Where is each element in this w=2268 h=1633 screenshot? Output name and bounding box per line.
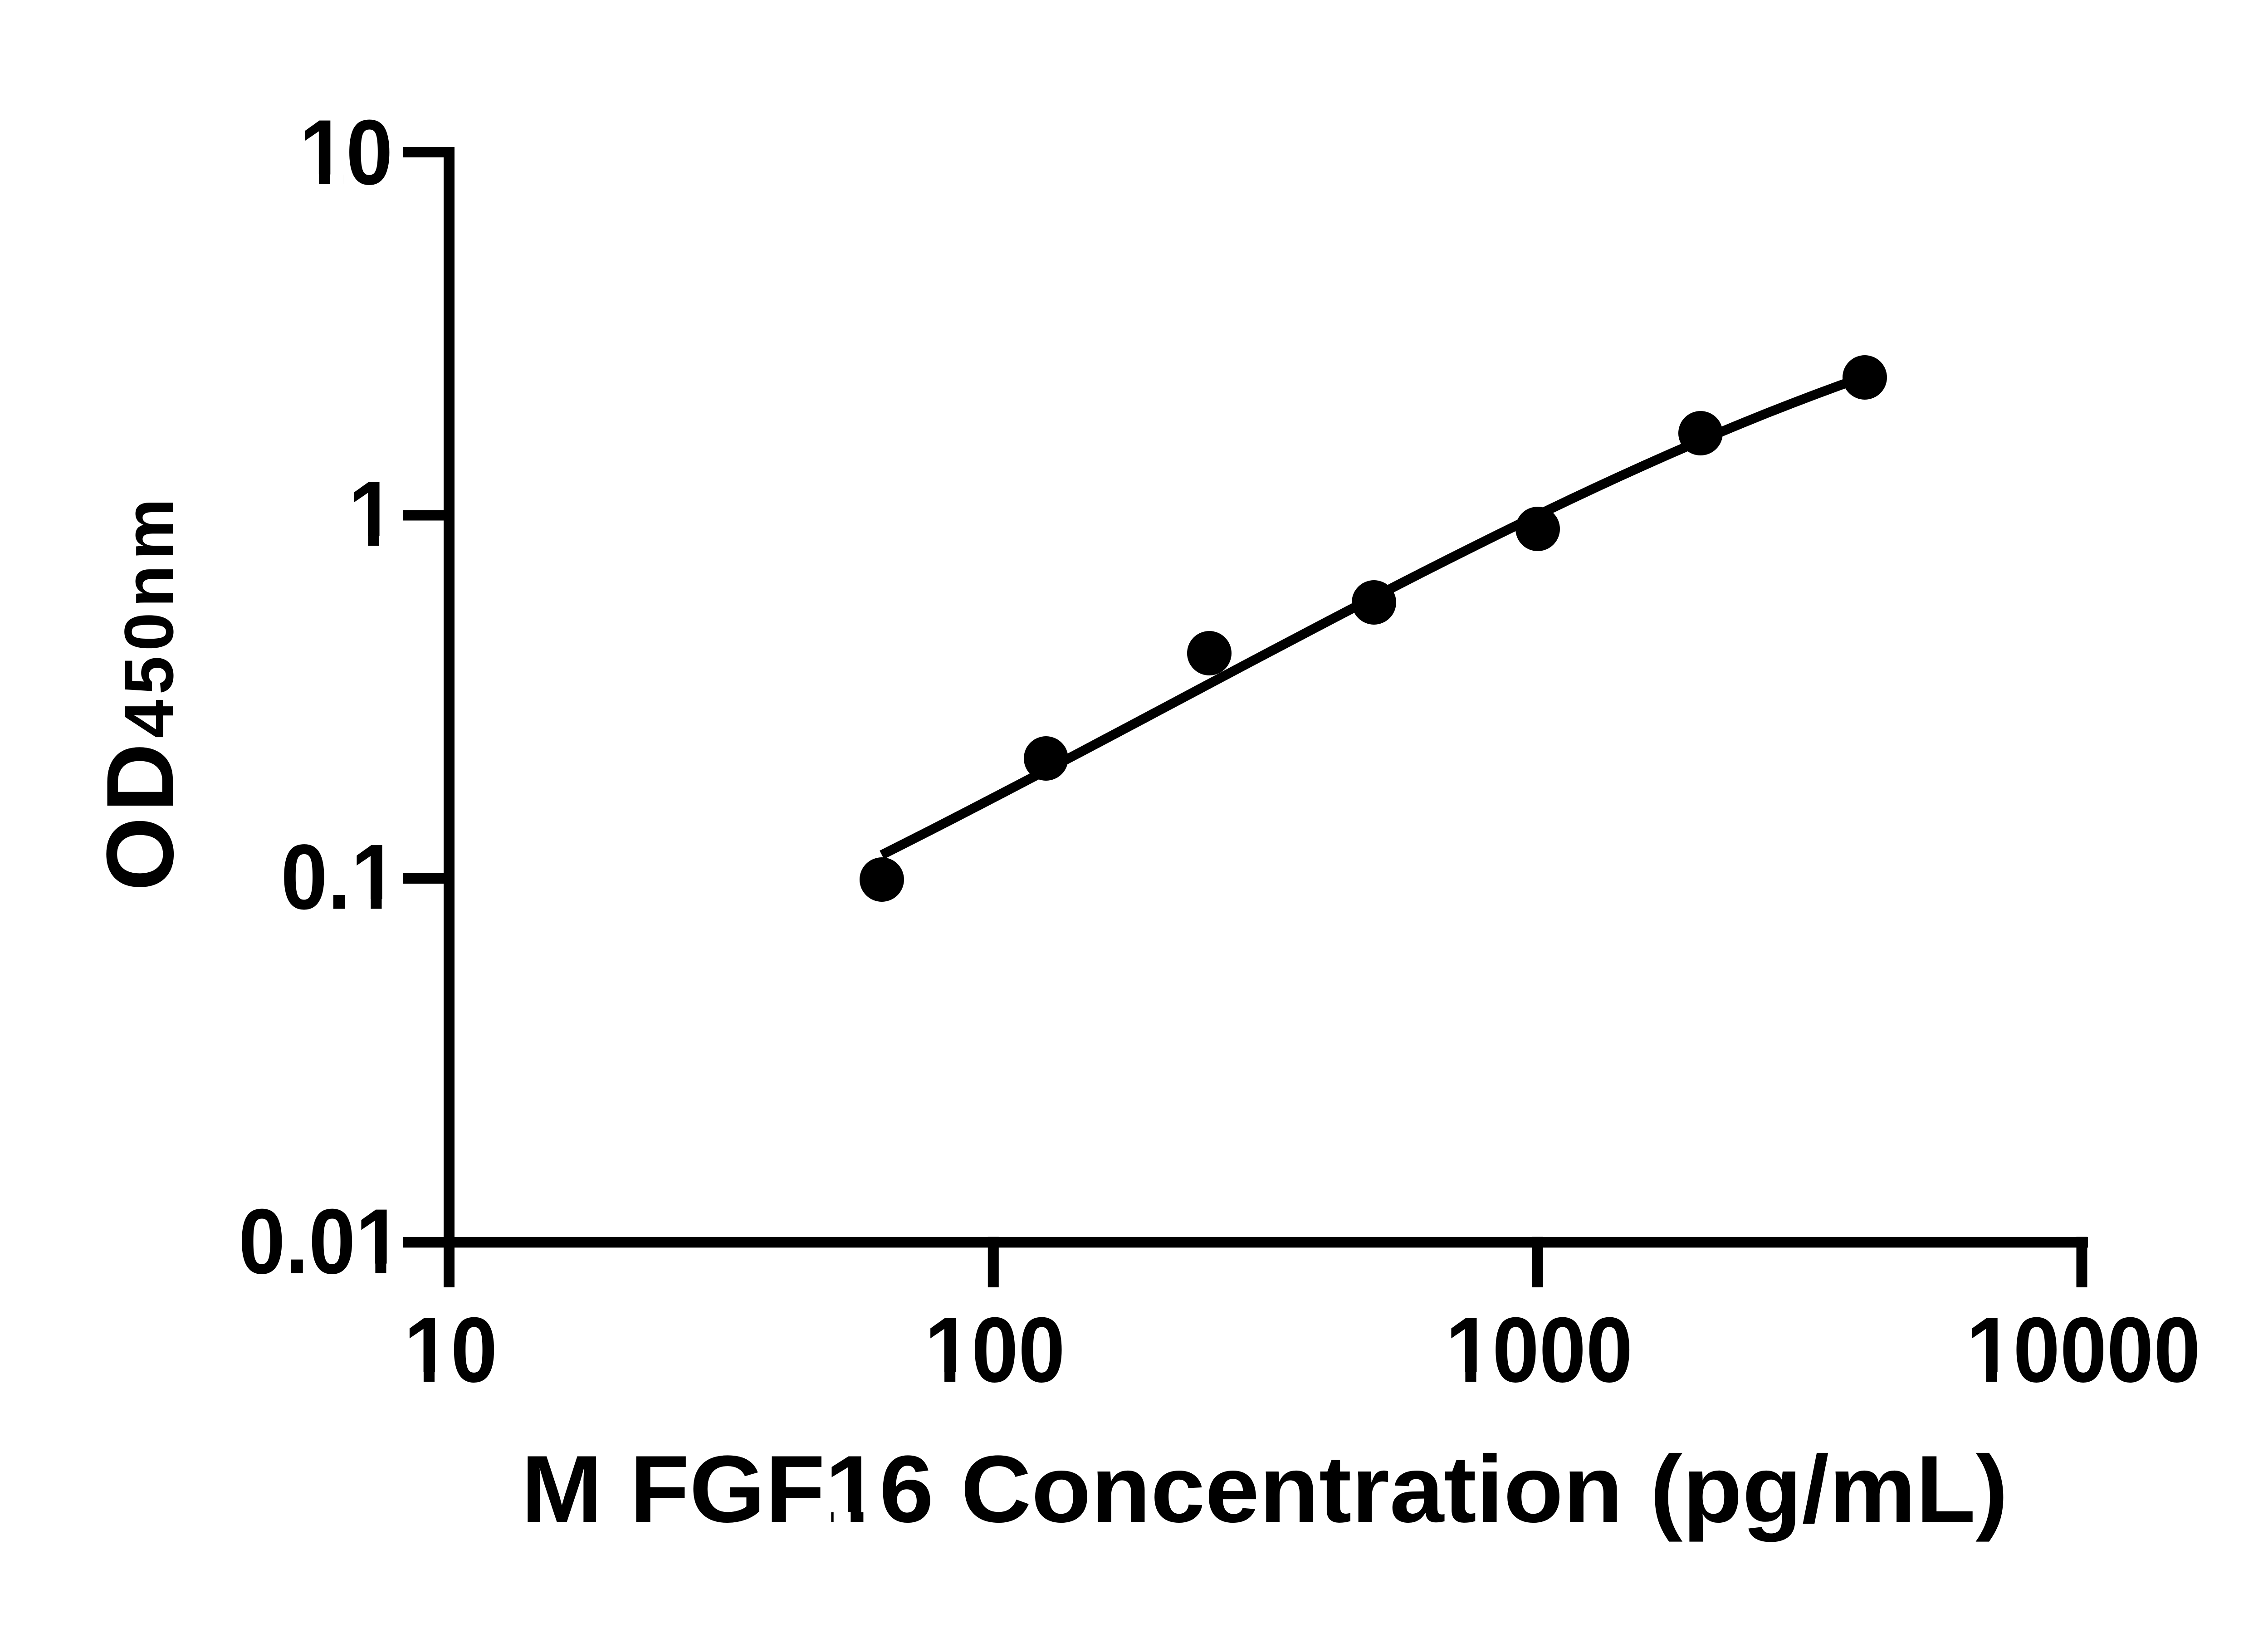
svg-text:OD450nm: OD450nm [87, 494, 193, 891]
svg-text:1: 1 [348, 462, 395, 566]
svg-text:0.1: 0.1 [281, 825, 398, 929]
svg-text:M FGF16 Concentration (pg/mL): M FGF16 Concentration (pg/mL) [521, 1436, 2008, 1542]
svg-text:10: 10 [299, 101, 393, 204]
svg-text:1000: 1000 [1446, 1298, 1633, 1402]
svg-text:10000: 10000 [1966, 1298, 2200, 1402]
svg-text:10: 10 [404, 1298, 497, 1402]
svg-text:0.01: 0.01 [239, 1190, 402, 1293]
svg-text:100: 100 [924, 1298, 1065, 1402]
